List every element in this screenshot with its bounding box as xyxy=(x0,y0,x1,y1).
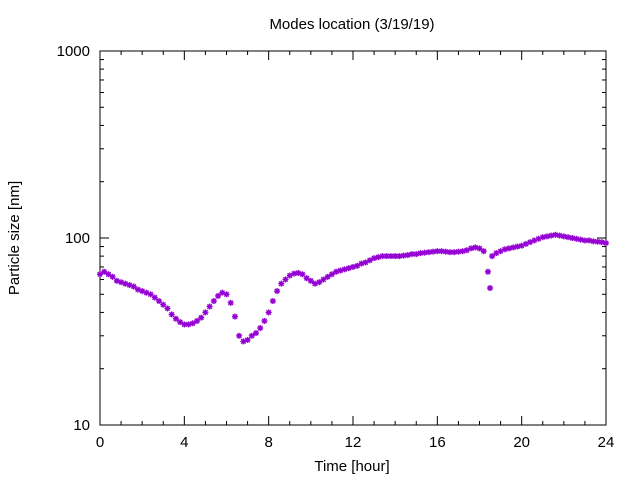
y-tick-label: 1000 xyxy=(57,43,90,60)
data-point xyxy=(185,321,192,328)
data-point xyxy=(489,253,496,260)
data-point xyxy=(404,252,411,259)
data-point xyxy=(189,320,196,327)
data-point xyxy=(501,246,508,253)
y-axis-tick-labels: 10 100 1000 xyxy=(57,43,90,434)
data-point xyxy=(400,252,407,259)
data-point xyxy=(425,249,432,256)
y-tick-label: 100 xyxy=(65,230,90,247)
data-point xyxy=(227,299,234,306)
data-point xyxy=(603,240,609,247)
data-point xyxy=(244,336,251,343)
x-tick-label: 12 xyxy=(345,434,362,451)
data-point xyxy=(97,271,103,278)
data-point xyxy=(147,291,154,298)
data-point xyxy=(253,330,260,337)
x-tick-label: 24 xyxy=(598,434,615,451)
data-point xyxy=(215,292,222,299)
data-point xyxy=(286,272,293,279)
data-point xyxy=(413,251,420,258)
data-point xyxy=(223,291,230,298)
data-point xyxy=(341,266,348,273)
data-point xyxy=(105,271,112,278)
x-tick-label: 0 xyxy=(96,434,104,451)
data-point xyxy=(278,280,285,287)
data-point xyxy=(231,313,238,320)
data-point xyxy=(156,298,163,305)
data-point xyxy=(168,311,175,318)
data-point xyxy=(261,317,268,324)
data-point xyxy=(248,332,255,339)
data-point xyxy=(236,332,243,339)
data-point xyxy=(269,298,276,305)
data-point xyxy=(274,288,281,295)
data-point xyxy=(206,303,213,310)
data-point xyxy=(164,305,171,312)
data-point xyxy=(446,249,453,256)
data-point xyxy=(202,309,209,316)
data-point xyxy=(303,275,310,282)
data-point xyxy=(371,255,378,262)
x-axis-tick-labels: 0 4 8 12 16 20 24 xyxy=(96,434,615,451)
data-point xyxy=(480,248,487,255)
x-axis-label: Time [hour] xyxy=(314,458,389,475)
x-tick-label: 4 xyxy=(180,434,188,451)
x-tick-label: 16 xyxy=(429,434,446,451)
data-series xyxy=(97,231,609,345)
data-point xyxy=(130,283,137,290)
data-point xyxy=(324,273,331,280)
x-tick-label: 20 xyxy=(513,434,530,451)
data-point xyxy=(320,276,327,283)
data-point xyxy=(193,317,200,324)
data-point xyxy=(354,262,361,269)
y-tick-label: 10 xyxy=(73,417,90,434)
chart-title: Modes location (3/19/19) xyxy=(269,16,434,33)
data-point xyxy=(396,253,403,260)
data-point xyxy=(337,267,344,274)
plot-area xyxy=(99,50,607,426)
data-point xyxy=(375,254,382,261)
data-point xyxy=(565,234,572,241)
data-point xyxy=(160,301,167,308)
data-point xyxy=(101,268,108,275)
x-tick-label: 8 xyxy=(264,434,272,451)
data-point xyxy=(265,309,272,316)
data-point xyxy=(210,298,217,305)
data-point xyxy=(282,276,289,283)
data-point xyxy=(316,279,323,286)
data-point xyxy=(151,294,158,301)
data-point xyxy=(109,273,116,280)
data-point xyxy=(598,239,605,246)
data-point xyxy=(177,319,184,326)
data-point xyxy=(358,260,365,267)
data-point xyxy=(476,245,483,252)
data-point xyxy=(172,315,179,322)
data-point xyxy=(307,277,314,284)
data-point xyxy=(484,268,491,275)
data-point xyxy=(257,325,264,332)
data-point xyxy=(299,271,306,278)
y-axis-label: Particle size [nm] xyxy=(6,181,23,295)
data-point xyxy=(487,285,494,292)
axis-ticks xyxy=(99,50,607,426)
data-point xyxy=(198,314,205,321)
data-point xyxy=(590,238,597,245)
data-point xyxy=(328,271,335,278)
data-point xyxy=(556,232,563,239)
